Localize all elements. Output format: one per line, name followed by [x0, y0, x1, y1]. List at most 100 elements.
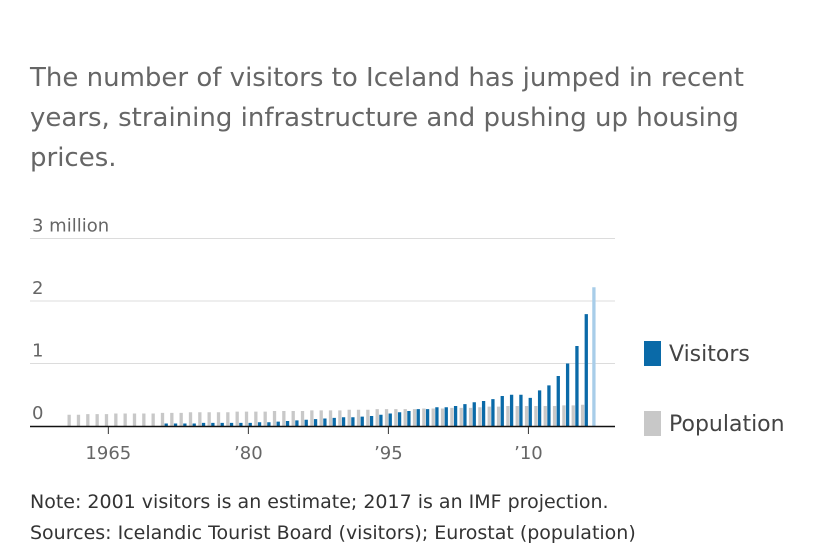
bar-visitors — [323, 418, 327, 426]
legend-label: Visitors — [669, 342, 750, 367]
bar-visitors — [407, 411, 411, 426]
legend-swatch — [644, 411, 661, 436]
bar-population — [328, 410, 333, 426]
bar-visitors — [360, 416, 364, 426]
x-tick-label: ’80 — [234, 443, 263, 464]
bar-population — [412, 409, 417, 426]
y-tick-label: 3 million — [32, 216, 109, 237]
bar-visitors — [220, 422, 224, 426]
chart-headline: The number of visitors to Iceland has ju… — [30, 63, 744, 173]
bar-visitors — [239, 422, 243, 426]
bar-population — [76, 414, 81, 426]
bar-population — [244, 411, 249, 426]
bar-visitors — [304, 419, 308, 426]
bar-population — [534, 406, 538, 426]
bar-population — [543, 406, 547, 426]
bar-population — [375, 409, 379, 426]
bar-visitors — [211, 422, 215, 426]
bar-visitors — [379, 414, 383, 426]
bar-population — [450, 407, 454, 426]
bar-visitors — [285, 421, 290, 426]
bar-visitors — [565, 363, 570, 426]
bar-visitors — [341, 417, 346, 426]
bar-visitors — [584, 314, 588, 426]
bar-visitors — [481, 401, 486, 426]
chart-note: Note: 2001 visitors is an estimate; 2017… — [30, 491, 609, 513]
bar-visitors — [295, 420, 299, 426]
x-tick-label: 1965 — [85, 443, 131, 464]
bar-population — [478, 407, 482, 426]
x-tick-label: ’10 — [514, 443, 543, 464]
bar-visitors — [491, 399, 495, 426]
bar-population — [300, 411, 305, 426]
bar-visitors — [537, 390, 542, 426]
y-tick-label: 2 — [32, 278, 43, 299]
bar-population — [86, 414, 90, 426]
bar-population — [431, 408, 435, 426]
bar-visitors — [173, 423, 178, 426]
bar-population — [95, 414, 99, 426]
bar-population — [403, 409, 407, 426]
bar-visitors — [164, 423, 168, 426]
bar-visitors — [248, 422, 252, 426]
bar-population — [515, 406, 519, 426]
bar-visitors — [229, 422, 234, 426]
bar-population — [366, 409, 370, 426]
bar-population — [67, 414, 71, 426]
bar-population — [459, 407, 463, 426]
bar-population — [123, 413, 127, 426]
bar-population — [179, 412, 183, 426]
bar-visitors — [435, 407, 439, 426]
bar-population — [552, 406, 557, 426]
bar-visitors — [257, 422, 262, 426]
bar-visitors — [397, 412, 402, 426]
bar-population — [394, 409, 398, 426]
legend-swatch — [644, 341, 661, 366]
x-tick-label: ’95 — [374, 443, 403, 464]
bar-visitors — [547, 385, 551, 426]
bar-population — [207, 412, 211, 426]
bar-visitors — [519, 394, 523, 426]
bar-visitors — [192, 423, 196, 426]
bar-population — [272, 411, 277, 426]
bar-population — [422, 408, 426, 426]
legend-label: Population — [669, 412, 785, 437]
bar-visitors — [444, 407, 448, 426]
bar-population — [506, 406, 510, 426]
bar-population — [282, 411, 286, 426]
bar-population — [571, 405, 575, 426]
bar-population — [235, 411, 239, 426]
bar-population — [580, 404, 585, 426]
bar-population — [216, 412, 221, 426]
bar-visitors — [509, 394, 514, 426]
bar-visitors — [276, 421, 280, 426]
bar-population — [263, 411, 267, 426]
bar-visitors — [425, 409, 430, 426]
bar-population — [142, 413, 146, 426]
bar-visitors — [313, 419, 318, 426]
bar-visitors — [500, 396, 504, 426]
bar-population — [170, 412, 174, 426]
bar-visitors-projection — [592, 287, 596, 426]
chart-sources: Sources: Icelandic Tourist Board (visito… — [30, 522, 636, 544]
bar-population — [151, 413, 155, 426]
bar-population — [496, 406, 501, 426]
bar-population — [104, 414, 109, 426]
bar-visitors — [332, 417, 336, 426]
bar-visitors — [388, 413, 392, 426]
bar-population — [132, 413, 137, 426]
y-tick-label: 1 — [32, 341, 43, 362]
bar-visitors — [453, 406, 458, 426]
bar-population — [468, 407, 473, 426]
bar-population — [226, 412, 230, 426]
bar-population — [562, 405, 566, 426]
bar-population — [310, 410, 314, 426]
bar-population — [319, 410, 323, 426]
bar-visitors — [528, 397, 532, 426]
gridlines — [30, 238, 615, 364]
bar-visitors — [369, 416, 374, 426]
bar-population — [291, 411, 295, 426]
chart-bars — [67, 287, 596, 426]
bar-population — [114, 413, 118, 426]
